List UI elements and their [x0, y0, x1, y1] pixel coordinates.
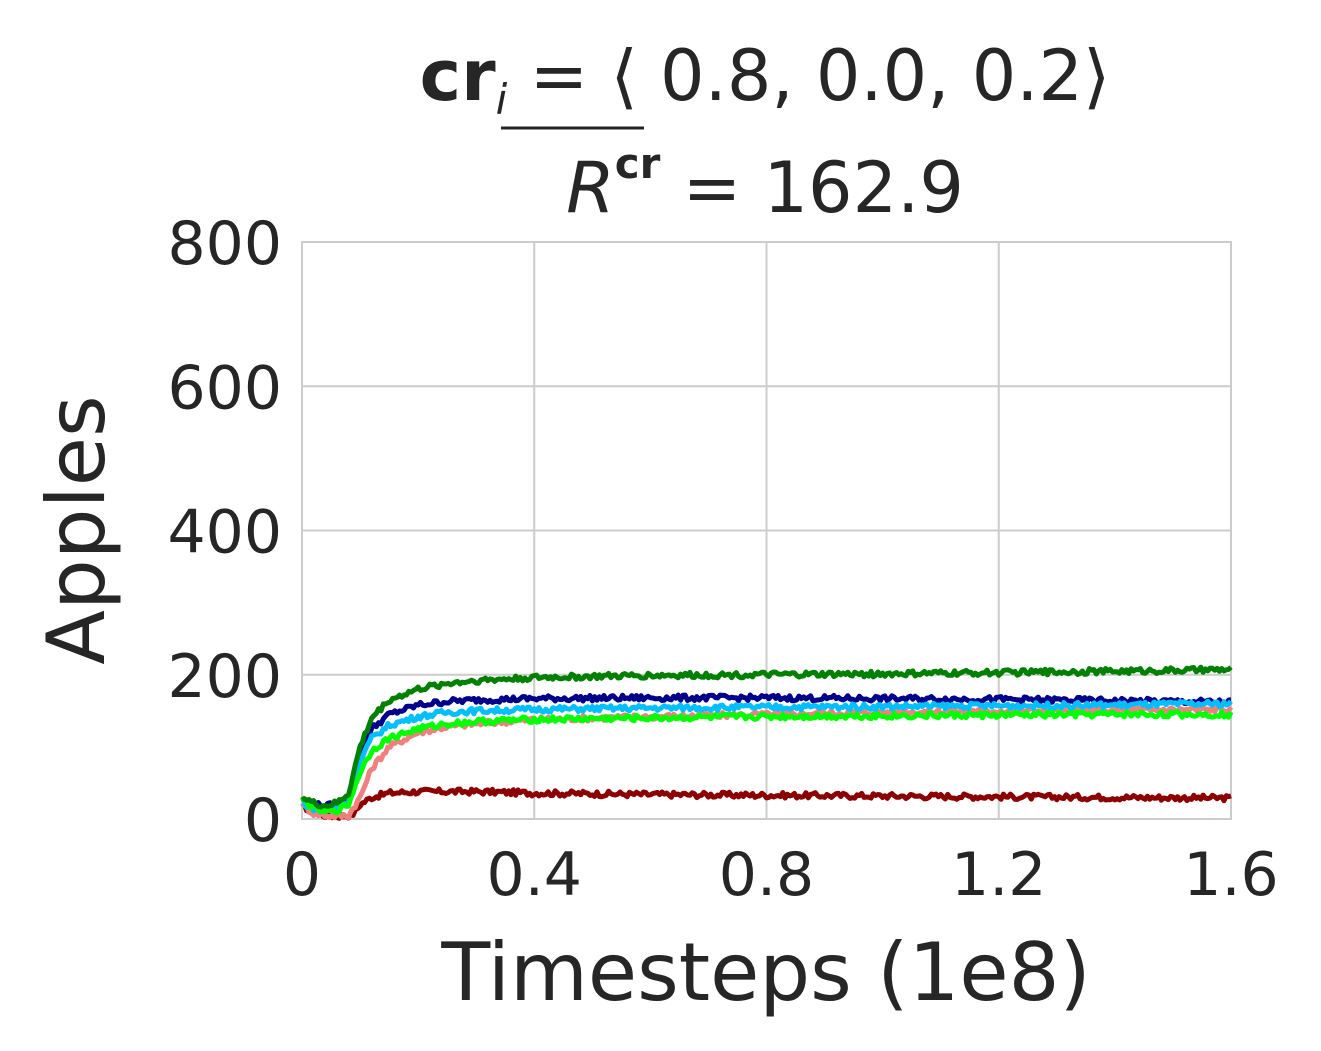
title-subscript-i: i	[496, 75, 508, 124]
x-tick-labels: 0 0.4 0.8 1.2 1.6	[283, 840, 1279, 910]
x-tick-label: 0.8	[719, 840, 814, 910]
x-axis-label: Timesteps (1e8)	[440, 926, 1090, 1019]
series-line	[300, 664, 1233, 810]
x-tick-label: 1.2	[951, 840, 1046, 910]
title-line1-rest: = ⟨ 0.8, 0.0, 0.2⟩	[507, 35, 1110, 117]
series-group	[299, 664, 1234, 821]
x-tick-label: 0	[283, 840, 321, 910]
chart-title-line2: Rcr = 162.9	[566, 139, 964, 229]
series-line	[300, 692, 1232, 811]
title-cr-bold: cr	[420, 35, 496, 117]
grid-lines	[301, 241, 1232, 820]
title-superscript-cr: cr	[615, 139, 661, 188]
y-tick-label: 400	[167, 498, 282, 568]
title-line2-rest: = 162.9	[660, 147, 964, 229]
series-line	[301, 786, 1232, 821]
chart-title-line1: cri = ⟨ 0.8, 0.0, 0.2⟩	[420, 35, 1111, 124]
y-tick-label: 800	[167, 209, 282, 279]
series-line	[301, 698, 1233, 814]
y-tick-labels: 0 200 400 600 800	[167, 209, 282, 856]
y-axis-label: Apples	[30, 395, 123, 664]
y-tick-label: 600	[167, 353, 282, 423]
x-tick-label: 0.4	[487, 840, 582, 910]
y-tick-label: 0	[244, 786, 282, 856]
y-tick-label: 200	[167, 642, 282, 712]
series-line	[299, 709, 1234, 816]
x-tick-label: 1.6	[1183, 840, 1278, 910]
title-R-symbol: R	[566, 147, 615, 229]
